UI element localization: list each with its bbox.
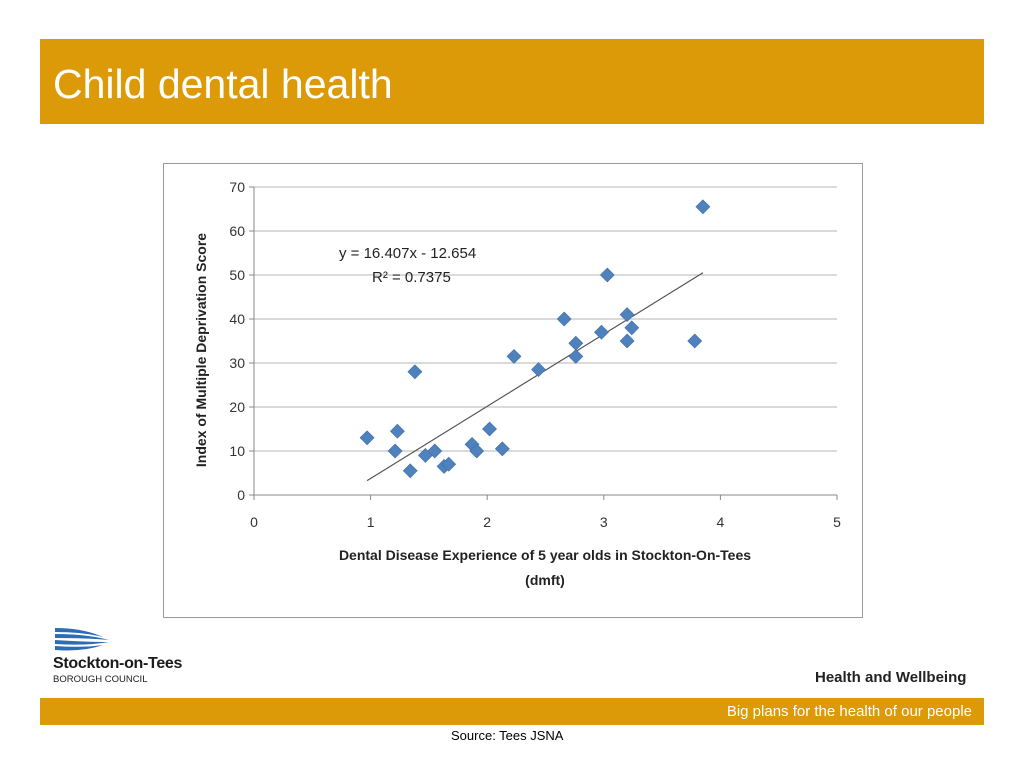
data-point	[441, 456, 457, 472]
chart-canvas: 0 10 20 30 40 50 60 70 0 1 2 3 4 5 y = 16.407x - 12.6…	[193, 179, 841, 588]
y-tick-label: 20	[229, 399, 245, 415]
trendline-r-squared: R² = 0.7375	[372, 269, 451, 286]
title-bar: Child dental health	[40, 39, 984, 124]
footer-bar: Big plans for the health of our people	[40, 698, 984, 725]
x-tick-label: 2	[483, 514, 491, 530]
trendline-equation: y = 16.407x - 12.654	[339, 245, 476, 262]
x-tick-label: 4	[717, 514, 725, 530]
x-tick-label: 5	[833, 514, 841, 530]
y-tick-label: 0	[237, 487, 245, 503]
slide-title: Child dental health	[53, 61, 393, 107]
data-point	[531, 362, 546, 378]
y-tick-label: 60	[229, 223, 245, 239]
logo-name: Stockton-on-Tees	[53, 655, 183, 672]
logo-subtitle: BOROUGH COUNCIL	[53, 674, 148, 685]
council-logo: Stockton-on-Tees BOROUGH COUNCIL	[53, 624, 203, 688]
x-tick-label: 0	[250, 514, 258, 530]
data-point	[556, 311, 572, 327]
x-tick-label: 3	[600, 514, 608, 530]
data-point	[402, 463, 418, 479]
source-note: Source: Tees JSNA	[451, 728, 564, 743]
x-axis-label-unit: (dmft)	[525, 572, 565, 588]
y-tick-label: 40	[229, 311, 245, 327]
swoosh-logo-icon	[55, 628, 109, 651]
data-point	[619, 307, 635, 323]
y-tick-label: 50	[229, 267, 245, 283]
trendline	[366, 272, 704, 482]
data-point	[389, 423, 405, 439]
data-point	[407, 364, 423, 380]
x-tick-label: 1	[367, 514, 375, 530]
data-point	[494, 441, 510, 457]
data-point	[427, 443, 443, 459]
data-point	[687, 333, 703, 349]
data-point	[594, 324, 609, 340]
data-point	[469, 443, 485, 459]
section-title: Health and Wellbeing	[815, 669, 967, 686]
data-point	[482, 421, 497, 437]
y-tick-label: 10	[229, 443, 245, 459]
data-point	[568, 348, 584, 364]
data-point	[619, 333, 635, 349]
data-point	[624, 320, 640, 336]
data-point	[506, 348, 522, 364]
data-point	[695, 199, 711, 215]
y-tick-label: 70	[229, 179, 245, 195]
y-axis-label: Index of Multiple Deprivation Score	[193, 233, 209, 467]
data-point	[599, 267, 615, 283]
data-point	[387, 443, 403, 459]
x-axis-label: Dental Disease Experience of 5 year olds…	[339, 547, 751, 563]
y-tick-label: 30	[229, 355, 245, 371]
data-point	[359, 430, 375, 446]
tagline: Big plans for the health of our people	[726, 703, 972, 720]
scatter-chart: 0 10 20 30 40 50 60 70 0 1 2 3 4 5 y = 16.407x - 12.6…	[163, 163, 863, 618]
